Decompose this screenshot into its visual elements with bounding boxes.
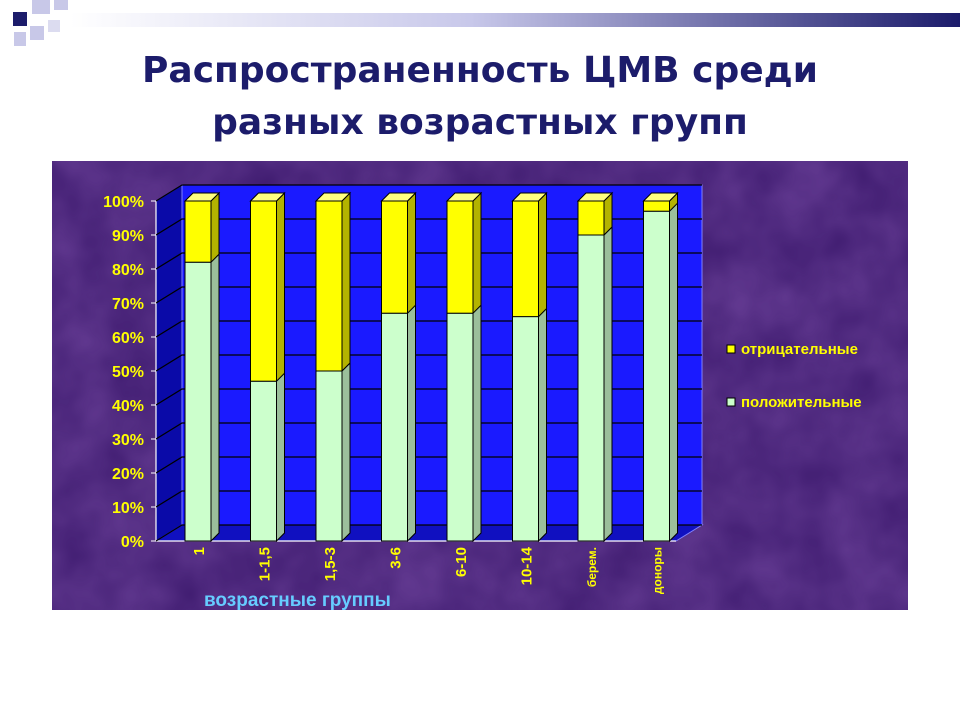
bar-segment [512, 316, 539, 542]
corner-square-navy [13, 12, 27, 26]
slide-title-line-1: Распространенность ЦМВ среди [142, 50, 818, 91]
stacked-bar-chart: 0% 10% 20% 30% 40% 50% 60% 70% 80% 90% 100% 1 1-1,5… [52, 161, 908, 610]
legend-swatch [726, 397, 736, 407]
legend-label: положительные [741, 394, 862, 411]
bar-segment [381, 312, 408, 542]
header-bar [70, 13, 960, 27]
bar-segment [250, 380, 277, 542]
y-tick-label: 0% [121, 534, 144, 551]
x-tick-label: доноры [651, 547, 665, 594]
bar-top [314, 192, 352, 202]
bar-segment [643, 200, 670, 212]
bar-segment [315, 200, 343, 372]
bar-top [380, 192, 417, 202]
bar-segment [446, 312, 474, 542]
bar-segment [577, 234, 605, 542]
bar-side [538, 191, 547, 318]
bar-segment [446, 200, 474, 314]
y-tick-label: 20% [112, 466, 144, 483]
bar-side [538, 307, 547, 543]
y-tick-label: 70% [112, 296, 144, 313]
bar-side [276, 191, 285, 383]
x-tick-label: 1 [191, 547, 208, 555]
bar-segment [184, 200, 212, 263]
y-tick-label: 50% [112, 364, 144, 381]
bar-side [472, 191, 482, 315]
bar-segment [184, 261, 212, 542]
y-tick-label: 90% [112, 228, 144, 245]
x-tick-label: 1,5-3 [322, 547, 339, 581]
bar-top [642, 192, 679, 202]
bar-top [183, 192, 221, 202]
y-tick-label: 30% [112, 432, 144, 449]
x-tick-label: 3-6 [387, 547, 404, 569]
y-tick-label: 80% [112, 262, 144, 279]
y-tick-label: 40% [112, 398, 144, 415]
bar-segment [512, 200, 539, 318]
bar-side [472, 303, 482, 543]
legend-swatch [726, 344, 736, 354]
bar-side [669, 201, 678, 543]
y-tick-label: 60% [112, 330, 144, 347]
bar-side [341, 361, 351, 543]
bar-top [511, 192, 548, 202]
bar-segment [577, 200, 605, 236]
x-tick-label: 10-14 [518, 546, 535, 585]
bar-top [249, 192, 286, 202]
y-tick-label: 100% [103, 194, 144, 211]
corner-square-light [48, 20, 60, 32]
corner-square-light [30, 26, 44, 40]
bar-segment [250, 200, 277, 382]
bar-segment [315, 370, 343, 542]
corner-square-light [14, 32, 26, 46]
corner-square-light [32, 0, 50, 14]
x-tick-label: берем. [585, 547, 599, 587]
bar-side [407, 303, 416, 543]
bar-top [576, 192, 614, 202]
corner-square-light [54, 0, 68, 10]
x-tick-label: 1-1,5 [256, 547, 273, 581]
bar-side [210, 252, 220, 543]
bar-side [210, 191, 220, 264]
bar-side [341, 191, 351, 373]
slide-title-line-2: разных возрастных групп [212, 102, 748, 143]
bar-side [407, 191, 416, 315]
x-axis-label: возрастные группы [204, 590, 391, 610]
bar-side [276, 371, 285, 543]
bar-segment [381, 200, 408, 314]
y-tick-label: 10% [112, 500, 144, 517]
legend-label: отрицательные [741, 341, 858, 358]
gridline [155, 184, 702, 202]
x-tick-label: 6-10 [453, 547, 470, 577]
floor [154, 524, 704, 542]
bar-side [603, 225, 613, 543]
bar-segment [643, 210, 670, 542]
bar-top [445, 192, 483, 202]
